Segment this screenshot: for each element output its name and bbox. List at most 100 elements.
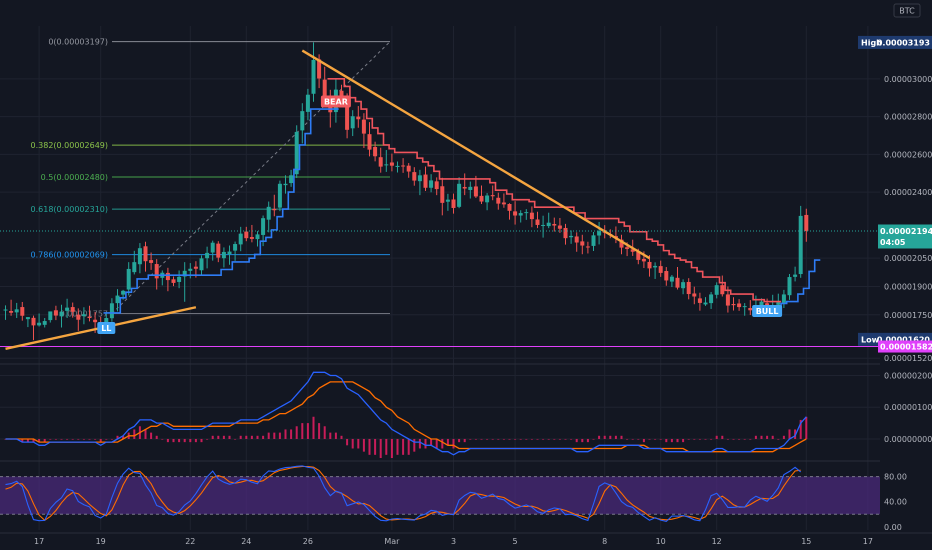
macd-histogram-bar bbox=[346, 438, 349, 446]
candle-body bbox=[294, 131, 299, 175]
candle-body bbox=[485, 195, 490, 203]
macd-histogram-bar bbox=[704, 438, 707, 440]
macd-histogram-bar bbox=[222, 435, 225, 439]
stoch-tick-label: 80.00 bbox=[884, 473, 907, 482]
candle-body bbox=[171, 279, 176, 283]
time-axis[interactable]: 17 19 22 24 26 Mar 3 5 8 10 12 15 17 bbox=[34, 537, 873, 546]
candle-body bbox=[238, 233, 243, 245]
signal-label-box bbox=[320, 95, 351, 108]
macd-histogram-bar bbox=[732, 438, 735, 440]
macd-histogram-bar bbox=[306, 423, 309, 439]
macd-histogram-bar bbox=[782, 435, 785, 439]
macd-histogram-bar bbox=[525, 438, 528, 440]
candle-body bbox=[468, 186, 473, 191]
candle-body bbox=[546, 222, 551, 227]
fib-level-label: 0.5(0.00002480) bbox=[41, 173, 108, 182]
candle-body bbox=[731, 304, 736, 306]
macd-histogram-bar bbox=[385, 438, 388, 455]
candle-body bbox=[647, 261, 652, 269]
macd-histogram-bar bbox=[245, 435, 248, 439]
macd-histogram-bar bbox=[547, 438, 550, 440]
macd-histogram-bar bbox=[553, 438, 556, 440]
candle-body bbox=[81, 314, 86, 317]
candle-body bbox=[249, 237, 254, 239]
candle-body bbox=[283, 183, 288, 186]
candle-body bbox=[451, 199, 456, 208]
fib-level-label: 0.786(0.00002069) bbox=[31, 251, 109, 260]
candle-body bbox=[641, 258, 646, 262]
macd-histogram-bar bbox=[491, 438, 494, 440]
macd-histogram-bar bbox=[805, 416, 808, 439]
price-axis[interactable]: 0.00003000 0.00002800 0.00002600 0.00002400… bbox=[0, 35, 932, 363]
candle-body bbox=[776, 302, 781, 305]
macd-histogram-bar bbox=[536, 438, 539, 440]
signal-label-box bbox=[752, 305, 783, 318]
low-line-tag: 0.00001582 bbox=[878, 340, 932, 353]
macd-histogram-bar bbox=[502, 438, 505, 440]
candle-body bbox=[356, 116, 361, 120]
fib-level-label: 0.618(0.00002310) bbox=[31, 205, 109, 214]
candle-body bbox=[53, 310, 58, 316]
candle-body bbox=[121, 290, 126, 295]
candle-body bbox=[93, 319, 98, 323]
macd-histogram-bar bbox=[614, 435, 617, 439]
macd-histogram-bar bbox=[519, 438, 522, 440]
candle-body bbox=[423, 174, 428, 188]
macd-histogram-bar bbox=[49, 438, 52, 440]
macd-histogram-bar bbox=[665, 438, 668, 443]
macd-histogram-bar bbox=[620, 435, 623, 439]
candle-body bbox=[14, 309, 19, 313]
macd-histogram-bar bbox=[71, 438, 74, 440]
candle-body bbox=[440, 186, 445, 203]
time-tick-label: 8 bbox=[602, 537, 607, 546]
candle-body bbox=[300, 111, 305, 131]
macd-histogram-bar bbox=[228, 435, 231, 439]
macd-tick-label: 0.00000000 bbox=[884, 435, 932, 444]
macd-histogram-bar bbox=[301, 423, 304, 439]
candle-body bbox=[76, 314, 81, 320]
macd-histogram-bar bbox=[105, 438, 108, 440]
macd-histogram-bar bbox=[458, 438, 461, 443]
candle-body bbox=[429, 180, 434, 188]
trailing-stop-up bbox=[103, 108, 339, 314]
macd-histogram-bar bbox=[161, 438, 164, 440]
macd-histogram-bar bbox=[480, 438, 483, 440]
candle-body bbox=[48, 311, 53, 321]
candle-body bbox=[395, 165, 400, 168]
currency-badge-frame bbox=[893, 3, 921, 18]
macd-histogram-bar bbox=[413, 438, 416, 452]
macd-histogram-bar bbox=[155, 435, 158, 439]
macd-histogram-bar bbox=[788, 429, 791, 439]
macd-histogram-bar bbox=[144, 429, 147, 439]
stochastic-pane: 80.00 40.00 0.00 bbox=[0, 465, 907, 532]
candle-body bbox=[109, 303, 114, 319]
candle-body bbox=[165, 272, 170, 281]
macd-histogram-bar bbox=[43, 438, 46, 443]
macd-tick-label: 0.00000200 bbox=[884, 372, 932, 381]
macd-histogram-bar bbox=[486, 438, 489, 440]
candle-body bbox=[350, 116, 355, 129]
candle-body bbox=[518, 213, 523, 216]
macd-histogram-bar bbox=[110, 438, 113, 440]
macd-histogram-bar bbox=[200, 438, 203, 443]
candle-body bbox=[681, 282, 686, 289]
macd-histogram-bar bbox=[402, 438, 405, 455]
price-tick-label: 0.00001750 bbox=[884, 311, 932, 320]
macd-histogram-bar bbox=[777, 438, 780, 440]
candle-body bbox=[658, 266, 663, 273]
candle-body bbox=[143, 246, 148, 262]
time-tick-label: 17 bbox=[863, 537, 873, 546]
low-tag-value: 0.00001620 bbox=[877, 335, 931, 344]
macd-histogram-bar bbox=[194, 438, 197, 443]
candle-body bbox=[70, 307, 75, 312]
currency-badge: BTC bbox=[893, 3, 921, 18]
time-tick-label: Mar bbox=[384, 537, 400, 546]
candle-body bbox=[154, 264, 159, 279]
candle-body bbox=[759, 301, 764, 307]
macd-histogram-bar bbox=[262, 435, 265, 439]
candle-body bbox=[714, 285, 719, 295]
candle-body bbox=[305, 94, 310, 112]
macd-histogram-bar bbox=[424, 438, 427, 449]
